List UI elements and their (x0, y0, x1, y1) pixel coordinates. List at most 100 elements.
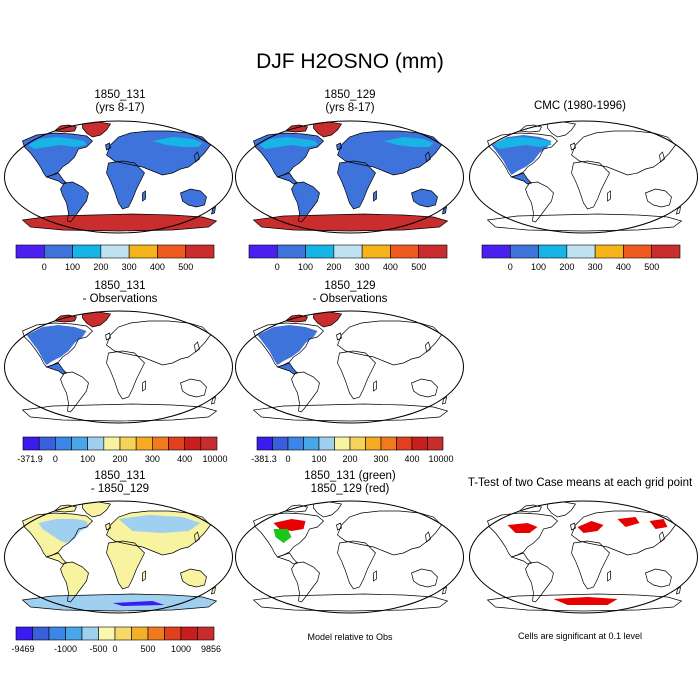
colorbar-panel-1: 0 100 200 300 400 500 (15, 244, 215, 272)
coastline-australia (411, 188, 438, 208)
coastline-arctic-islands (53, 314, 78, 323)
coastline-madagascar (373, 570, 377, 582)
panel-6-title-line1: 1850_131 (94, 470, 146, 482)
colorbar-label: 100 (311, 454, 326, 464)
diff-north-america (257, 325, 318, 365)
coastline-africa (337, 160, 376, 210)
coastline-south-america (525, 181, 554, 223)
coastline-british-isles (336, 142, 342, 151)
colorbar-swatch (87, 436, 105, 451)
colorbar-label: 200 (559, 262, 574, 272)
coastline-antarctica (486, 213, 683, 232)
panel-7-title-line1: 1850_131 (green) (304, 470, 396, 482)
coastline-australia (645, 568, 672, 588)
colorbar-label: 100 (298, 262, 313, 272)
colorbar-swatch (427, 436, 444, 451)
colorbar-label: 100 (531, 262, 546, 272)
snow-land-central-america (277, 173, 298, 184)
panel-1-title-line2: (yrs 8-17) (95, 102, 145, 114)
colorbar-panel-2: 0 100 200 300 400 500 (248, 244, 448, 272)
colorbar-label: 1000 (171, 644, 191, 654)
colorbar-swatch (349, 436, 366, 451)
casediff-eurasia-negative (118, 515, 201, 533)
colorbar-label: 500 (178, 262, 193, 272)
colorbar-swatch (15, 244, 45, 259)
coastline-japan (194, 531, 200, 543)
snow-antarctica-deep (22, 214, 217, 231)
colorbar-swatch (168, 436, 185, 451)
panel-5-title-line2: - Observations (312, 293, 388, 305)
snow-siberia-shallow (383, 137, 434, 147)
snow-land-australia (180, 189, 207, 207)
colorbar-label: -9469 (11, 644, 34, 654)
colorbar-swatch (390, 244, 420, 259)
colorbar-label: 0 (508, 262, 513, 272)
panel-3-title-line1: CMC (1980-1996) (533, 100, 627, 112)
colorbar-swatch (147, 626, 165, 641)
colorbar-swatch (32, 626, 50, 641)
coastline-north-america (22, 132, 94, 178)
coastline-north-america (22, 512, 94, 558)
panel-8-title: T-Test of two Case means at each grid po… (462, 477, 698, 490)
colorbar-swatch (594, 244, 624, 259)
diff-central-america (46, 363, 67, 374)
significant-cells-4 (649, 519, 668, 529)
coastline-south-america (291, 561, 320, 603)
coastline-australia (645, 188, 672, 208)
coastline-antarctica (252, 213, 449, 232)
colorbar-swatch (114, 626, 132, 641)
coastline-africa (571, 540, 610, 590)
colorbar-label: 0 (42, 262, 47, 272)
coastline-arctic-islands (518, 124, 543, 133)
colorbar-swatch (55, 436, 72, 451)
coastline-british-isles (105, 142, 111, 151)
colorbar-swatch (361, 244, 391, 259)
panel-5-title: 1850_129 - Observations (252, 280, 448, 306)
diff-central-america (277, 363, 298, 374)
coastline-madagascar (373, 380, 377, 392)
panel-5-title-line1: 1850_129 (324, 280, 376, 292)
coastline-british-isles (570, 522, 576, 531)
colorbar-label: 300 (122, 262, 137, 272)
coastline-south-america (525, 561, 554, 603)
colorbar-swatch (185, 244, 215, 259)
colorbar-swatch (481, 244, 511, 259)
relative-green-area (273, 529, 292, 543)
colorbar-swatch (509, 244, 539, 259)
colorbar-swatch (418, 244, 448, 259)
coastline-south-america (60, 371, 89, 413)
panel-2-title: 1850_129 (yrs 8-17) (252, 89, 448, 115)
coastline-british-isles (570, 142, 576, 151)
significant-cells-2 (577, 521, 604, 533)
map-panel-8 (468, 500, 699, 614)
coastline-new-zealand (676, 206, 681, 215)
coastline-greenland (547, 501, 577, 518)
coastline-africa (106, 350, 145, 400)
map-panel-5 (234, 310, 465, 424)
colorbar-swatch (365, 436, 382, 451)
colorbar-swatch (305, 244, 335, 259)
colorbar-label: -500 (89, 644, 107, 654)
snow-greenland-deep (313, 122, 342, 137)
note-ttest: Cells are significant at 0.1 level (517, 631, 643, 641)
colorbar-swatch (119, 436, 137, 451)
colorbar-swatch (71, 436, 88, 451)
coastline-japan (194, 151, 200, 163)
colorbar-swatch (38, 436, 56, 451)
colorbar-swatch (248, 244, 278, 259)
coastline-south-america (291, 181, 320, 223)
coastline-greenland (313, 311, 343, 328)
relative-red-area (273, 519, 306, 531)
diff-greenland (82, 312, 111, 327)
colorbar-swatch (128, 244, 158, 259)
colorbar-swatch (65, 626, 83, 641)
coastline-new-zealand (676, 586, 681, 595)
coastline-australia (411, 568, 438, 588)
colorbar-swatch (276, 244, 306, 259)
coastline-new-zealand (211, 586, 216, 595)
colorbar-label: 500 (411, 262, 426, 272)
coastline-japan (425, 151, 431, 163)
colorbar-swatch (100, 244, 130, 259)
map-panel-7 (234, 500, 465, 614)
snow-land-madagascar (373, 191, 377, 201)
